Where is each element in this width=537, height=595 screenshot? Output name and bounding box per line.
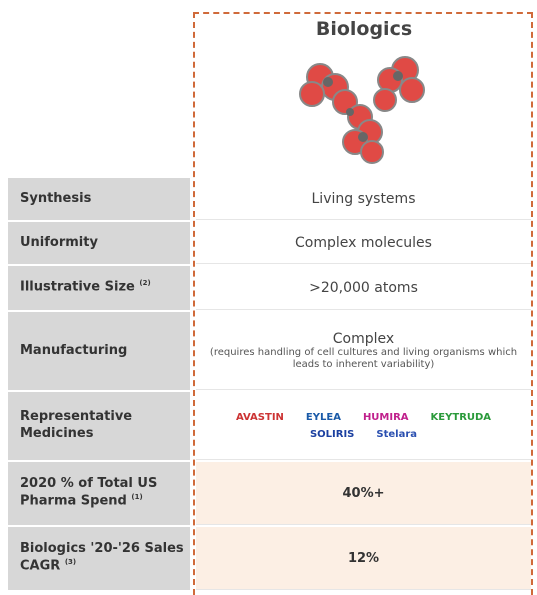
value-text: Complex molecules [295, 234, 432, 251]
label-text: Uniformity [20, 235, 98, 252]
row-label: Uniformity [8, 222, 190, 264]
row-value: Complex (requires handling of cell cultur… [196, 312, 531, 390]
label-main: Synthesis [20, 190, 92, 206]
label-text: Biologics '20-'26 Sales CAGR (3) [20, 541, 190, 575]
label-text: Synthesis [20, 191, 91, 208]
medicine-logo: Stelara [376, 428, 418, 440]
value-text: Complex [332, 330, 395, 347]
value-detail: (requires handling of cell cultures and … [209, 346, 518, 370]
label-main: Manufacturing [20, 342, 128, 358]
value-text: >20,000 atoms [309, 279, 418, 296]
row-value: Complex molecules [196, 222, 531, 264]
row-label: Biologics '20-'26 Sales CAGR (3) [8, 527, 190, 590]
value-text: 40%+ [342, 485, 385, 501]
label-main: Representative Medicines [20, 409, 133, 441]
medicine-logo: EYLEA [305, 411, 341, 423]
footnote-ref: (3) [64, 558, 77, 567]
medicine-logo: AVASTIN [235, 411, 284, 423]
label-main: 2020 % of Total US Pharma Spend [20, 476, 158, 509]
footnote-ref: (1) [131, 493, 143, 502]
medicine-logo: HUMIRA [362, 411, 409, 423]
label-text: Manufacturing [20, 343, 127, 360]
label-text: Representative Medicines [20, 409, 190, 443]
medicine-logo: KEYTRUDA [430, 411, 492, 423]
label-text: Illustrative Size (2) [20, 279, 151, 296]
medicine-logo: SOLIRIS [309, 428, 355, 440]
row-value: >20,000 atoms [196, 266, 531, 310]
antibody-image [299, 56, 425, 164]
row-label: Manufacturing [8, 312, 190, 390]
row-label: Representative Medicines [8, 392, 190, 460]
value-text: Living systems [311, 190, 416, 207]
footnote-ref: (2) [139, 279, 151, 288]
label-main: Uniformity [20, 234, 98, 250]
label-main: Illustrative Size [20, 279, 135, 295]
row-label: 2020 % of Total US Pharma Spend (1) [8, 462, 190, 525]
logo-group: AVASTIN EYLEA HUMIRA KEYTRUDA SOLIRIS Stelara [214, 412, 514, 440]
row-label: Illustrative Size (2) [8, 266, 190, 310]
row-value: 12% [196, 527, 531, 590]
label-main: Biologics '20-'26 Sales CAGR [20, 541, 184, 574]
row-value: Living systems [196, 178, 531, 220]
row-label: Synthesis [8, 178, 190, 220]
row-value: AVASTIN EYLEA HUMIRA KEYTRUDA SOLIRIS Stelara [196, 392, 531, 460]
row-value: 40%+ [196, 462, 531, 525]
column-title: Biologics [315, 18, 413, 40]
column-frame [193, 12, 533, 595]
label-text: 2020 % of Total US Pharma Spend (1) [20, 476, 190, 510]
value-text: 12% [347, 550, 380, 566]
